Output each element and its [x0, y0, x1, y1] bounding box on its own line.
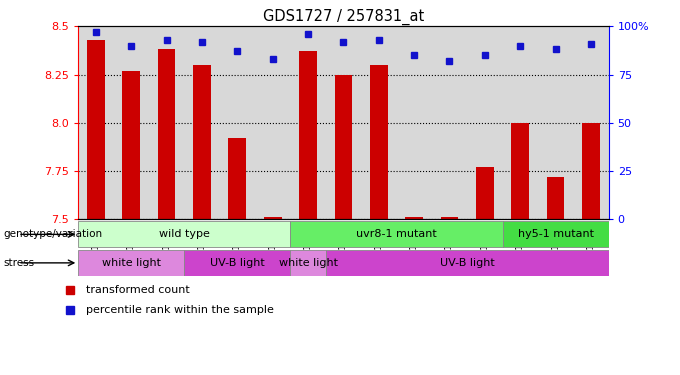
Bar [511, 123, 529, 219]
Text: hy5-1 mutant: hy5-1 mutant [517, 230, 594, 239]
Text: stress: stress [3, 258, 35, 268]
Text: percentile rank within the sample: percentile rank within the sample [86, 305, 274, 315]
Bar [87, 40, 105, 219]
Bar [326, 250, 609, 276]
Text: transformed count: transformed count [86, 285, 190, 295]
Bar [290, 221, 503, 248]
Bar [503, 221, 609, 248]
Bar [290, 250, 326, 276]
Bar [547, 177, 564, 219]
Bar [184, 26, 220, 219]
Bar [290, 26, 326, 219]
Text: uvr8-1 mutant: uvr8-1 mutant [356, 230, 437, 239]
Bar [405, 217, 423, 219]
Bar [264, 217, 282, 219]
Text: UV-B light: UV-B light [440, 258, 494, 268]
Bar [78, 221, 290, 248]
Bar [158, 50, 175, 219]
Text: genotype/variation: genotype/variation [3, 230, 103, 239]
Bar [335, 75, 352, 219]
Bar [573, 26, 609, 219]
Bar [396, 26, 432, 219]
Bar [503, 26, 538, 219]
Bar [467, 26, 503, 219]
Bar [220, 26, 255, 219]
Bar [122, 70, 140, 219]
Bar [149, 26, 184, 219]
Bar [582, 123, 600, 219]
Text: white light: white light [102, 258, 160, 268]
Bar [326, 26, 361, 219]
Bar [432, 26, 467, 219]
Bar [361, 26, 396, 219]
Bar [370, 65, 388, 219]
Bar [255, 26, 290, 219]
Bar [299, 51, 317, 219]
Text: white light: white light [279, 258, 337, 268]
Text: wild type: wild type [159, 230, 209, 239]
Bar [78, 26, 114, 219]
Bar [476, 167, 494, 219]
Text: UV-B light: UV-B light [210, 258, 265, 268]
Bar [228, 138, 246, 219]
Title: GDS1727 / 257831_at: GDS1727 / 257831_at [262, 9, 424, 25]
Bar [538, 26, 573, 219]
Bar [441, 217, 458, 219]
Bar [184, 250, 290, 276]
Bar [78, 250, 184, 276]
Bar [114, 26, 149, 219]
Bar [193, 65, 211, 219]
